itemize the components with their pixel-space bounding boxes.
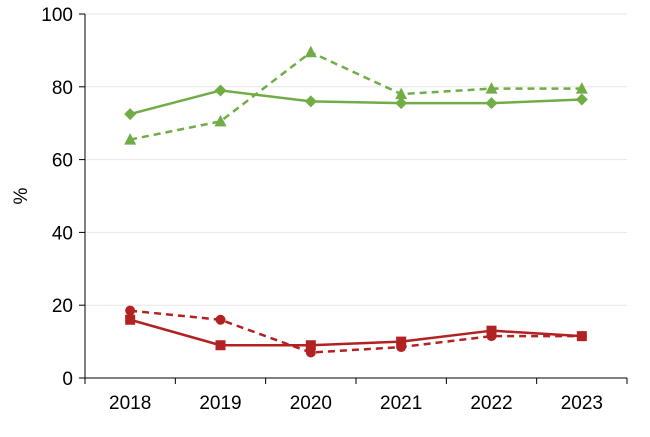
series-2-point (485, 82, 498, 94)
series-2-point (304, 45, 317, 58)
x-tick-label: 2023 (561, 393, 603, 414)
series-1-point (124, 108, 137, 121)
x-tick-label: 2018 (109, 393, 151, 414)
series-1-point (485, 97, 498, 110)
series-1-point (395, 97, 408, 110)
gridlines (85, 13, 627, 306)
series-3-point (125, 314, 136, 325)
series-2-point (395, 87, 408, 100)
series-2-point (214, 114, 227, 127)
series-3-point (486, 325, 497, 336)
y-tick-label: 0 (62, 369, 73, 390)
series-3-line (129, 318, 582, 347)
x-tick-label: 2019 (199, 393, 241, 414)
y-tick-label: 60 (52, 151, 73, 172)
series-4-line (130, 309, 582, 354)
series-3-point (305, 340, 316, 351)
series-1-point (575, 93, 588, 106)
series-layer (124, 45, 588, 358)
y-tick-label: 100 (41, 5, 73, 26)
series-3-point (215, 340, 226, 351)
series-3-point (396, 336, 407, 347)
x-tick-label: 2020 (290, 393, 332, 414)
series-4-point (576, 331, 587, 342)
series-4-point (215, 314, 226, 325)
axes: 0 20 40 60 80 100 2018 2019 2020 2021 2022 2023 (41, 5, 628, 414)
series-4-point (396, 342, 407, 353)
series-4-point (305, 347, 316, 358)
y-tick-label: 80 (52, 78, 73, 99)
series-2-line (129, 50, 582, 141)
series-1-point (304, 95, 317, 108)
series-1-line (129, 89, 582, 116)
series-4-point (486, 331, 497, 342)
series-2-point (124, 133, 137, 145)
series-2-point (575, 82, 588, 94)
y-tick-label: 40 (52, 223, 73, 244)
x-tick-label: 2022 (470, 393, 512, 414)
x-tick-label: 2021 (380, 393, 422, 414)
y-axis-title: % (11, 187, 32, 204)
series-1-point (214, 84, 227, 97)
y-tick-label: 20 (52, 296, 73, 317)
series-4-point (125, 305, 136, 316)
